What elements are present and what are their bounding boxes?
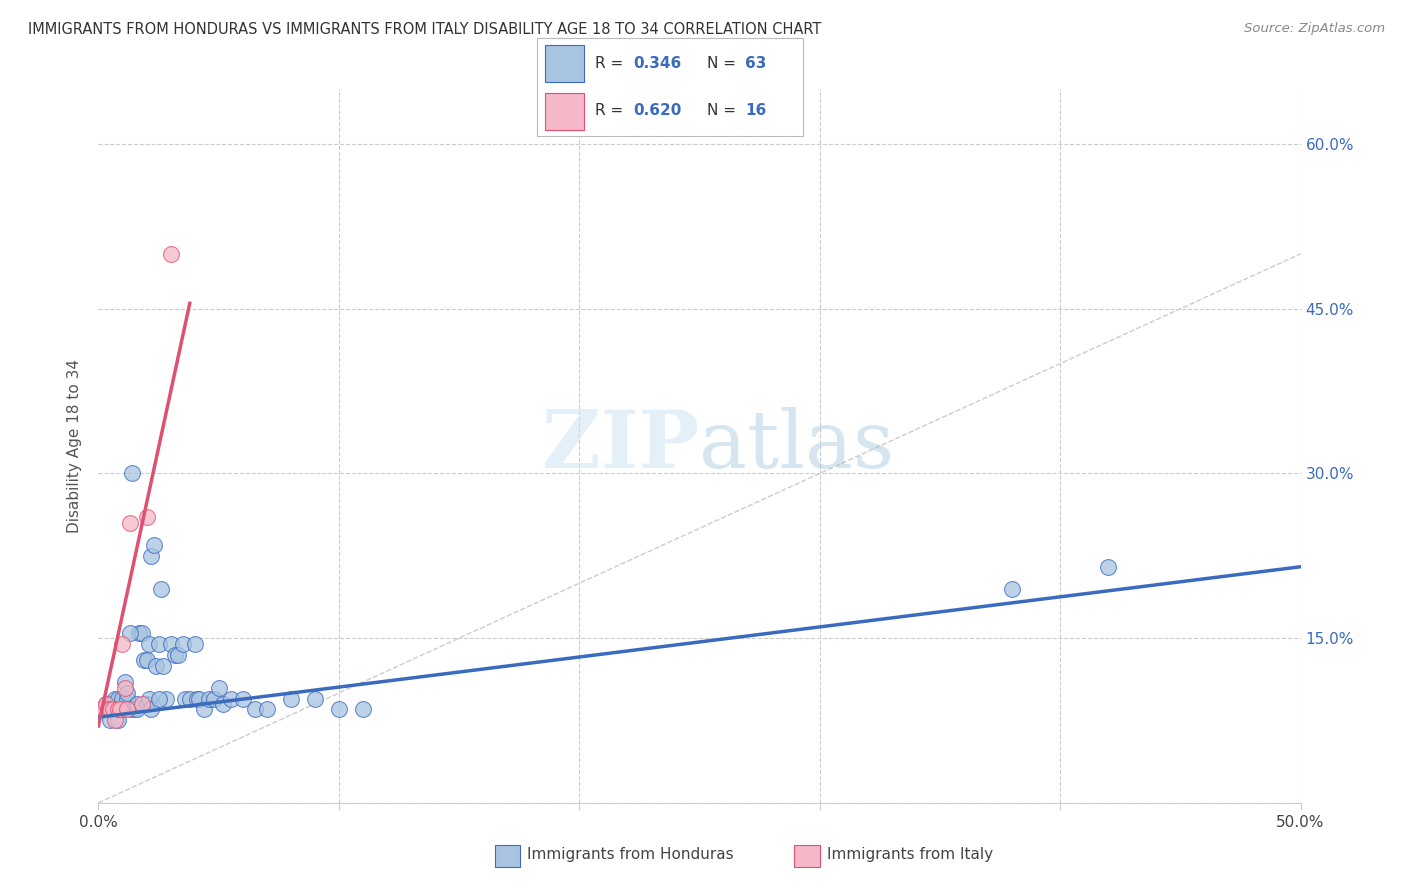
Point [328,702,350,716]
Point [1001,582,1024,596]
Point [111,691,134,706]
Point [166,648,188,662]
Point [159,247,181,261]
Point [243,702,266,716]
Point [111,637,134,651]
FancyBboxPatch shape [546,45,583,82]
Text: Source: ZipAtlas.com: Source: ZipAtlas.com [1244,22,1385,36]
Point [132,653,155,667]
Point [97,702,120,716]
Text: Immigrants from Honduras: Immigrants from Honduras [527,847,734,862]
Point [94,697,117,711]
Point [179,691,201,706]
Point [118,702,141,716]
Point [100,697,122,711]
Point [135,653,157,667]
Point [118,516,141,530]
Point [172,637,194,651]
Point [186,691,208,706]
Point [165,648,187,662]
Text: N =: N = [707,56,741,70]
Text: N =: N = [707,103,741,118]
Point [90,702,112,716]
Point [101,702,124,716]
Point [108,702,131,716]
Point [280,691,302,706]
Point [118,625,141,640]
Point [142,538,165,552]
Point [128,625,150,640]
Point [97,702,120,716]
Point [141,702,163,716]
Point [100,714,122,728]
Point [159,637,181,651]
Point [183,637,205,651]
Text: 0.346: 0.346 [633,56,682,70]
Point [104,714,127,728]
Point [188,691,211,706]
Point [141,549,163,563]
Point [125,702,148,716]
Point [117,702,139,716]
Point [100,702,122,716]
Point [117,686,139,700]
Point [148,637,170,651]
Point [212,697,235,711]
Text: 16: 16 [745,103,766,118]
Point [94,702,117,716]
Text: 0.620: 0.620 [633,103,682,118]
Point [125,697,148,711]
Point [304,691,326,706]
Point [101,702,124,716]
Point [131,625,153,640]
Text: Immigrants from Italy: Immigrants from Italy [827,847,993,862]
Point [117,691,139,706]
Point [208,681,231,695]
Point [138,691,160,706]
Point [91,702,114,716]
Point [111,702,134,716]
Y-axis label: Disability Age 18 to 34: Disability Age 18 to 34 [67,359,83,533]
Text: IMMIGRANTS FROM HONDURAS VS IMMIGRANTS FROM ITALY DISABILITY AGE 18 TO 34 CORREL: IMMIGRANTS FROM HONDURAS VS IMMIGRANTS F… [28,22,821,37]
Point [138,637,160,651]
Point [193,702,215,716]
Point [198,691,221,706]
Point [148,691,170,706]
Point [104,702,127,716]
Point [155,691,177,706]
Point [114,681,136,695]
Point [202,691,225,706]
Point [1097,559,1119,574]
Point [232,691,254,706]
Point [135,697,157,711]
Point [256,702,278,716]
Point [107,702,129,716]
Text: 63: 63 [745,56,766,70]
Point [91,702,114,716]
Point [219,691,242,706]
Text: atlas: atlas [700,407,894,485]
Point [107,691,129,706]
FancyBboxPatch shape [537,37,803,136]
Point [152,658,174,673]
Point [145,658,167,673]
Text: R =: R = [595,56,627,70]
Point [131,697,153,711]
Point [108,702,131,716]
FancyBboxPatch shape [546,93,583,130]
Point [121,467,143,481]
Point [114,675,136,690]
Point [174,691,197,706]
Point [149,582,172,596]
Point [94,697,117,711]
Point [124,702,146,716]
Point [352,702,374,716]
Point [107,714,129,728]
Point [104,691,127,706]
Text: ZIP: ZIP [543,407,700,485]
Point [135,510,157,524]
Text: R =: R = [595,103,627,118]
